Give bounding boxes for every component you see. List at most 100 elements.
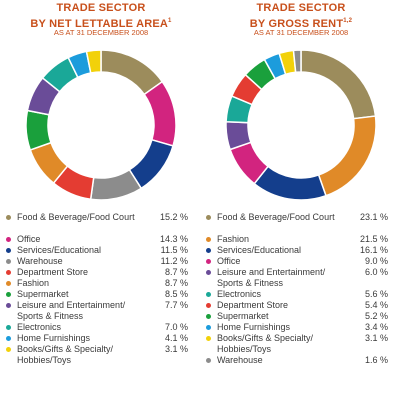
chart-title-line2: BY NET LETTABLE AREA1 (30, 18, 172, 30)
legend-label: Warehouse (17, 256, 63, 266)
legend-label: Warehouse (217, 355, 263, 365)
gross-rent-donut-chart (225, 49, 377, 201)
legend-value: 7.0 % (164, 322, 188, 332)
legend-item-fashion: Fashion 8.7 % (6, 278, 198, 289)
legend-label: Food & Beverage/Food Court (217, 212, 335, 222)
legend-swatch (206, 215, 211, 220)
legend-value: 8.7 % (164, 267, 188, 277)
legend-label: Department Store (217, 300, 289, 310)
legend-label: Books/Gifts & Specialty/ Hobbies/Toys (217, 333, 314, 354)
legend-item-electronics: Electronics 7.0 % (6, 322, 198, 333)
legend-swatch (206, 325, 211, 330)
slice-warehouse (292, 49, 302, 74)
legend-value: 23.1 % (359, 212, 388, 222)
legend-item-department-store: Department Store 5.4 % (206, 300, 398, 311)
legend-label: Office (17, 234, 41, 244)
legend-item-warehouse: Warehouse 1.6 % (206, 355, 398, 366)
chart-subtitle: AS AT 31 DECEMBER 2008 (53, 28, 149, 37)
legend-value: 5.2 % (364, 311, 388, 321)
slice-books-gifts-specialty-hobbies-toys (85, 49, 102, 74)
legend-swatch (6, 292, 11, 297)
legend-item-warehouse: Warehouse 11.2 % (6, 256, 198, 267)
legend-value: 21.5 % (359, 234, 388, 244)
legend-label: Electronics (17, 322, 62, 332)
legend-value: 3.1 % (164, 344, 188, 354)
legend-swatch (6, 281, 11, 286)
legend-label: Leisure and Entertainment/ Sports & Fitn… (217, 267, 326, 288)
legend-value: 15.2 % (159, 212, 188, 222)
legend-item-food-beverage-food-court: Food & Beverage/Food Court 23.1 % (206, 212, 398, 234)
chart-title-line1: TRADE SECTOR (256, 2, 346, 14)
gross-rent-chart-panel: TRADE SECTOR BY GROSS RENT1,2 AS AT 31 D… (206, 0, 396, 407)
legend-value: 14.3 % (159, 234, 188, 244)
legend-value: 6.0 % (364, 267, 388, 277)
legend-value: 4.1 % (164, 333, 188, 343)
chart-title-line1: TRADE SECTOR (56, 2, 146, 14)
legend-swatch (6, 237, 11, 242)
legend-label: Books/Gifts & Specialty/ Hobbies/Toys (17, 344, 114, 365)
legend-label: Food & Beverage/Food Court (17, 212, 135, 222)
chart-title-line2: BY GROSS RENT1,2 (249, 18, 353, 30)
legend-value: 16.1 % (359, 245, 388, 255)
legend-item-home-furnishings: Home Furnishings 3.4 % (206, 322, 398, 333)
legend-value: 8.5 % (164, 289, 188, 299)
legend-label: Supermarket (217, 311, 269, 321)
legend-swatch (6, 259, 11, 264)
legend-item-leisure-and-entertainment-sports-fitness: Leisure and Entertainment/ Sports & Fitn… (206, 267, 398, 289)
legend-label: Services/Educational (17, 245, 102, 255)
legend-value: 11.5 % (160, 245, 188, 255)
legend-swatch (206, 303, 211, 308)
legend-item-books-gifts-specialty-hobbies-toys: Books/Gifts & Specialty/ Hobbies/Toys 3.1… (206, 333, 398, 355)
chart-subtitle: AS AT 31 DECEMBER 2008 (253, 28, 349, 37)
legend-item-food-beverage-food-court: Food & Beverage/Food Court 15.2 % (6, 212, 198, 234)
legend-label: Fashion (217, 234, 250, 244)
legend-item-services-educational: Services/Educational 11.5 % (6, 245, 198, 256)
legend-item-supermarket: Supermarket 5.2 % (206, 311, 398, 322)
legend-label: Services/Educational (217, 245, 302, 255)
legend-swatch (6, 336, 11, 341)
legend-value: 7.7 % (164, 300, 188, 310)
legend-item-electronics: Electronics 5.6 % (206, 289, 398, 300)
legend-label: Supermarket (17, 289, 69, 299)
legend-label: Department Store (17, 267, 89, 277)
slice-office (143, 80, 177, 147)
legend-item-services-educational: Services/Educational 16.1 % (206, 245, 398, 256)
legend-value: 1.6 % (364, 355, 388, 365)
nla-chart-panel: TRADE SECTOR BY NET LETTABLE AREA1 AS AT… (6, 0, 196, 407)
footnote-marker: 1 (168, 18, 172, 24)
legend-value: 8.7 % (164, 278, 188, 288)
legend-swatch (206, 336, 211, 341)
legend-item-department-store: Department Store 8.7 % (6, 267, 198, 278)
legend-label: Home Furnishings (217, 322, 291, 332)
slice-fashion (317, 115, 377, 197)
legend-item-office: Office 14.3 % (6, 234, 198, 245)
legend-item-home-furnishings: Home Furnishings 4.1 % (6, 333, 198, 344)
legend-value: 5.4 % (364, 300, 388, 310)
slice-services-educational (253, 165, 327, 201)
legend-swatch (206, 292, 211, 297)
legend-swatch (206, 270, 211, 275)
slice-food-beverage-food-court (300, 49, 377, 120)
legend-swatch (206, 314, 211, 319)
legend-value: 11.2 % (160, 256, 188, 266)
nla-donut-chart (25, 49, 177, 201)
legend-swatch (6, 303, 11, 308)
legend-swatch (6, 325, 11, 330)
legend-value: 3.1 % (364, 333, 388, 343)
legend-value: 3.4 % (364, 322, 388, 332)
legend-item-leisure-and-entertainment-sports-fitness: Leisure and Entertainment/ Sports & Fitn… (6, 300, 198, 322)
legend-swatch (6, 215, 11, 220)
legend-item-supermarket: Supermarket 8.5 % (6, 289, 198, 300)
legend-swatch (206, 248, 211, 253)
legend-item-office: Office 9.0 % (206, 256, 398, 267)
legend-swatch (206, 259, 211, 264)
legend-label: Home Furnishings (17, 333, 91, 343)
legend-swatch (206, 358, 211, 363)
legend-label: Electronics (217, 289, 262, 299)
legend-swatch (6, 248, 11, 253)
legend-label: Office (217, 256, 241, 266)
legend-label: Leisure and Entertainment/ Sports & Fitn… (17, 300, 126, 321)
slice-supermarket (25, 109, 52, 151)
legend-swatch (6, 347, 11, 352)
legend-item-books-gifts-specialty-hobbies-toys: Books/Gifts & Specialty/ Hobbies/Toys 3.1… (6, 344, 198, 366)
